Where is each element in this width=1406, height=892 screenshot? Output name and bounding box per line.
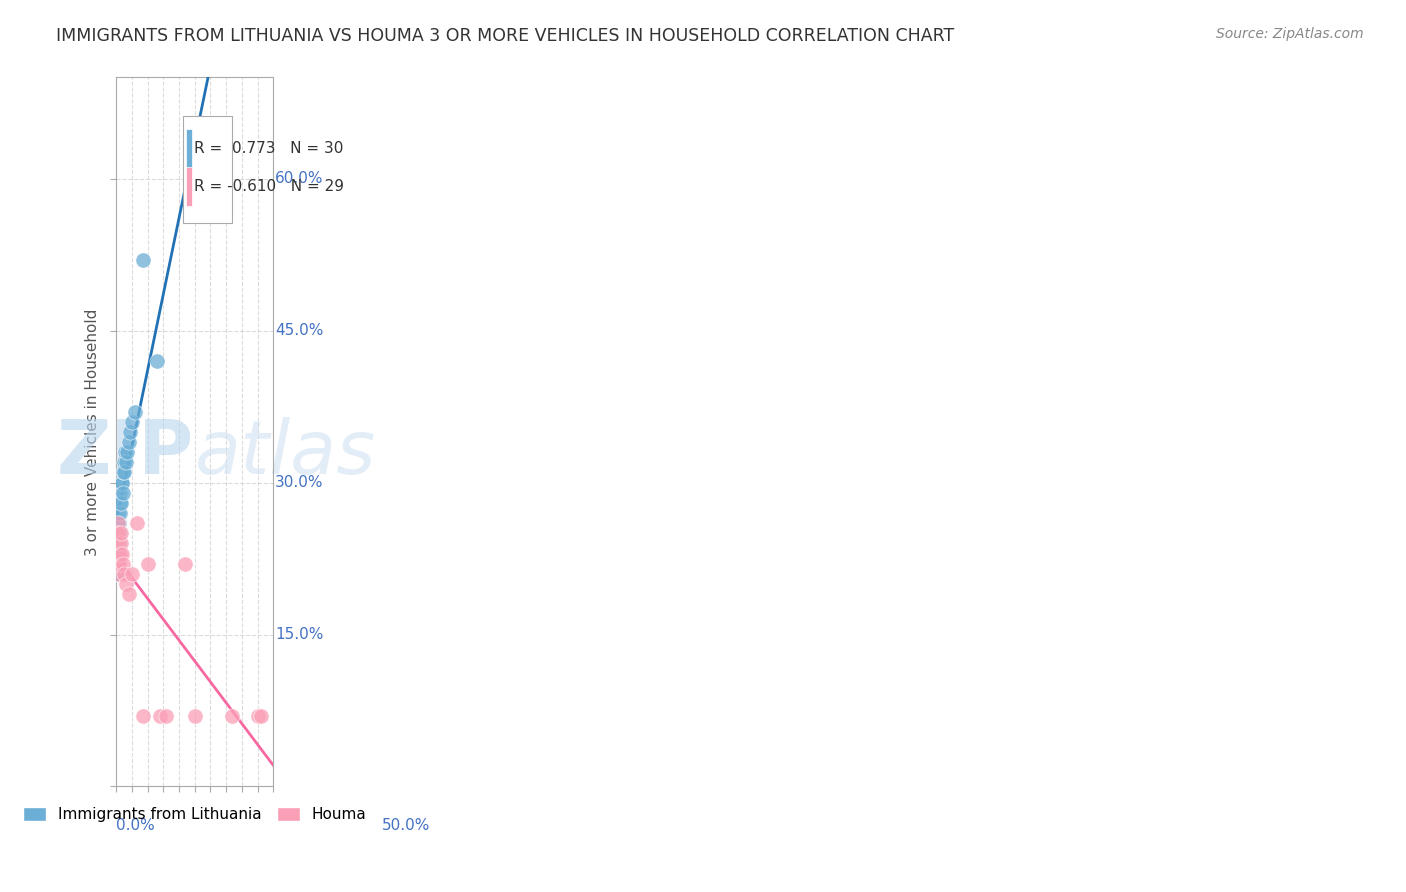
Point [108, 557, 131, 571]
Point [110, 475, 132, 490]
Point [108, 516, 131, 530]
Text: IMMIGRANTS FROM LITHUANIA VS HOUMA 3 OR MORE VEHICLES IN HOUSEHOLD CORRELATION C: IMMIGRANTS FROM LITHUANIA VS HOUMA 3 OR … [56, 27, 955, 45]
Point [108, 496, 131, 510]
Point [112, 485, 135, 500]
FancyBboxPatch shape [183, 117, 232, 223]
Point [107, 547, 129, 561]
Point [117, 445, 139, 459]
Y-axis label: 3 or more Vehicles in Household: 3 or more Vehicles in Household [86, 309, 100, 556]
Text: R = -0.610   N = 29: R = -0.610 N = 29 [194, 179, 343, 194]
Point [105, 526, 128, 541]
Text: Source: ZipAtlas.com: Source: ZipAtlas.com [1216, 27, 1364, 41]
Point [108, 547, 131, 561]
Point [118, 435, 141, 450]
Point [118, 587, 141, 601]
Point [110, 506, 132, 520]
Text: 0.0%: 0.0% [117, 818, 155, 833]
Point [132, 708, 155, 723]
Point [221, 708, 243, 723]
Point [174, 557, 197, 571]
Point [155, 708, 177, 723]
Point [110, 496, 132, 510]
Point [110, 526, 132, 541]
Point [111, 557, 134, 571]
FancyBboxPatch shape [186, 129, 193, 169]
Point [125, 516, 148, 530]
Point [124, 405, 146, 419]
Point [105, 536, 128, 550]
Point [114, 577, 136, 591]
Point [111, 547, 134, 561]
Point [105, 557, 128, 571]
Point [110, 536, 132, 550]
Point [246, 708, 269, 723]
Point [249, 708, 271, 723]
Point [105, 557, 128, 571]
Point [105, 536, 128, 550]
Text: 50.0%: 50.0% [382, 818, 430, 833]
Text: 60.0%: 60.0% [276, 171, 323, 186]
Point [114, 445, 136, 459]
Point [108, 536, 131, 550]
Legend: Immigrants from Lithuania, Houma: Immigrants from Lithuania, Houma [17, 801, 373, 829]
Point [146, 354, 169, 368]
Text: 30.0%: 30.0% [276, 475, 323, 490]
Text: atlas: atlas [195, 417, 377, 489]
FancyBboxPatch shape [186, 168, 193, 206]
Point [105, 566, 128, 581]
Point [107, 506, 129, 520]
Text: 15.0%: 15.0% [276, 627, 323, 642]
Point [107, 547, 129, 561]
Point [184, 708, 207, 723]
Point [107, 536, 129, 550]
Point [121, 566, 143, 581]
Point [107, 557, 129, 571]
Point [136, 557, 159, 571]
Point [149, 708, 172, 723]
Point [190, 152, 212, 166]
Point [121, 415, 143, 429]
Point [107, 526, 129, 541]
Text: R =  0.773   N = 30: R = 0.773 N = 30 [194, 141, 343, 156]
Point [114, 466, 136, 480]
Point [107, 516, 129, 530]
Text: ZIP: ZIP [58, 417, 194, 490]
Point [114, 455, 136, 469]
Text: 45.0%: 45.0% [276, 323, 323, 338]
Point [107, 526, 129, 541]
Point [107, 516, 129, 530]
Point [108, 485, 131, 500]
Point [120, 425, 142, 439]
Point [111, 475, 134, 490]
Point [111, 466, 134, 480]
Point [107, 526, 129, 541]
Point [108, 566, 131, 581]
Point [112, 566, 135, 581]
Point [132, 252, 155, 267]
Point [112, 455, 135, 469]
